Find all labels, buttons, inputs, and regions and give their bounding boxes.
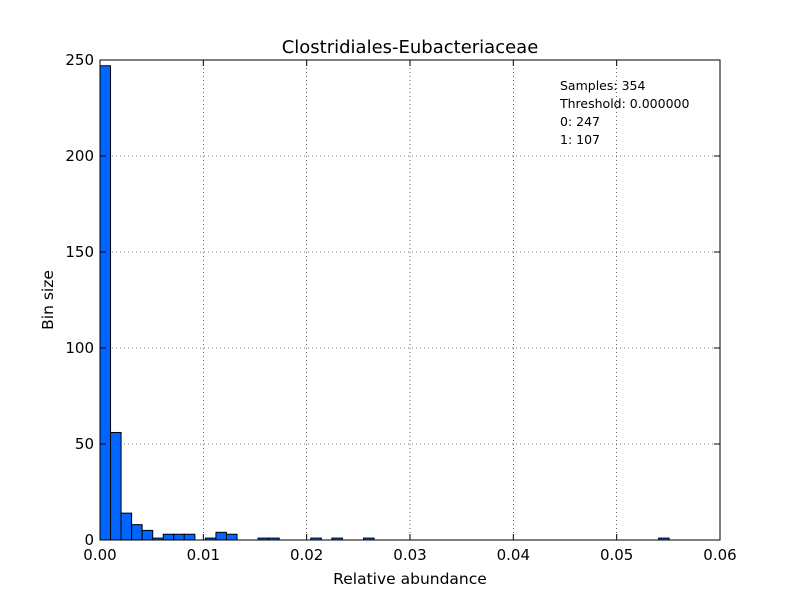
x-axis-label: Relative abundance [333,570,487,588]
x-tick-label: 0.06 [703,546,736,564]
x-tick-label: 0.04 [497,546,530,564]
x-tick-label: 0.01 [187,546,220,564]
stats-annotation: Samples: 354 Threshold: 0.000000 0: 247 1: … [559,78,689,147]
chart-title: Clostridiales-Eubacteriaceae [282,37,539,58]
grid-lines [100,60,720,540]
y-tick-label: 100 [65,339,94,357]
axis-ticks [99,59,721,541]
x-tick-label: 0.00 [83,546,116,564]
histogram-bar [141,529,154,541]
histogram-bar [110,431,122,541]
annotation-line: 1: 107 [560,132,600,147]
histogram-bar [183,533,196,541]
y-tick-label: 200 [65,147,94,165]
histogram-bar [225,533,238,541]
annotation-line: Threshold: 0.000000 [559,96,689,111]
y-tick-label: 250 [65,51,94,69]
x-tick-label: 0.03 [393,546,426,564]
x-tick-labels: 0.00 0.01 0.02 0.03 0.04 0.05 0.06 [83,546,736,564]
x-tick-label: 0.02 [290,546,323,564]
x-tick-label: 0.05 [600,546,633,564]
y-tick-label: 0 [84,531,94,549]
histogram-bar [131,524,143,541]
y-tick-label: 50 [75,435,94,453]
y-tick-label: 150 [65,243,94,261]
y-axis-label: Bin size [39,270,57,330]
histogram-bar [120,512,133,541]
y-tick-labels: 0 50 100 150 200 250 [65,51,94,549]
annotation-line: 0: 247 [560,114,600,129]
histogram-bar [215,531,227,541]
histogram-bar [99,65,112,541]
annotation-line: Samples: 354 [560,78,645,93]
histogram-bar [173,533,185,541]
histogram-bar [162,533,175,541]
